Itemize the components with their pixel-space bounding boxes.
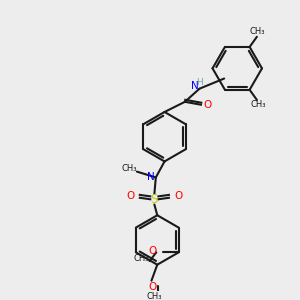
Text: N: N (191, 81, 199, 92)
Text: CH₃: CH₃ (249, 27, 265, 36)
Text: CH₃: CH₃ (147, 292, 162, 300)
Text: O: O (203, 100, 212, 110)
Text: O: O (149, 281, 157, 292)
Text: CH₃: CH₃ (121, 164, 136, 173)
Text: O: O (148, 246, 157, 256)
Text: H: H (196, 78, 203, 87)
Text: N: N (147, 172, 154, 182)
Text: O: O (126, 191, 135, 201)
Text: CH₃: CH₃ (134, 254, 149, 263)
Text: S: S (151, 193, 158, 206)
Text: CH₃: CH₃ (250, 100, 266, 109)
Text: O: O (174, 191, 182, 201)
